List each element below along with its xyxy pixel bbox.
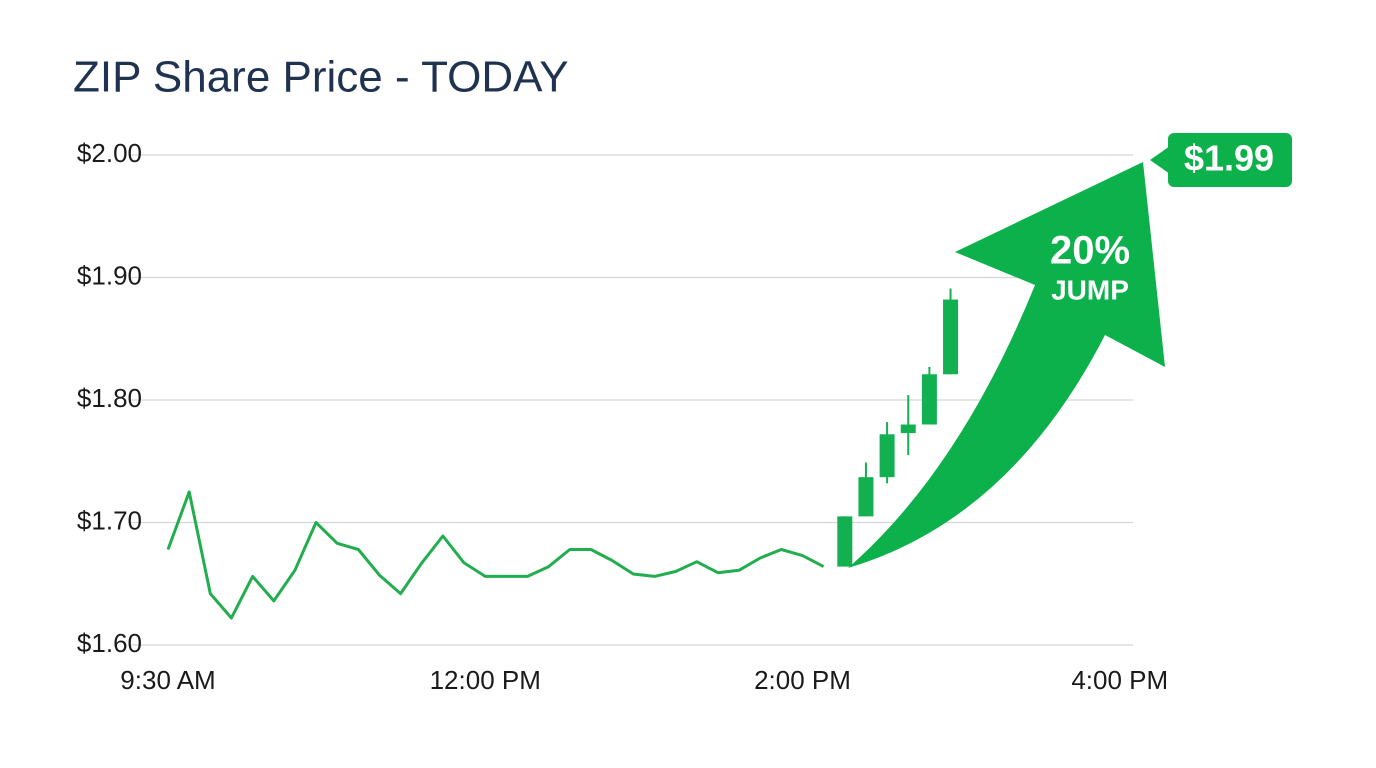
jump-percent: 20% bbox=[1050, 229, 1130, 273]
candle-body bbox=[900, 424, 916, 434]
price-callout: $1.99 bbox=[1184, 138, 1274, 179]
x-tick-label: 12:00 PM bbox=[430, 665, 541, 695]
y-tick-label: $1.80 bbox=[77, 383, 142, 413]
candle-body bbox=[858, 477, 874, 517]
grid bbox=[130, 154, 1133, 646]
x-tick-label: 9:30 AM bbox=[120, 665, 215, 695]
jump-arrow bbox=[848, 162, 1165, 568]
chart-title: ZIP Share Price - TODAY bbox=[73, 53, 569, 102]
y-tick-label: $2.00 bbox=[77, 138, 142, 168]
candle-body bbox=[837, 516, 853, 567]
x-tick-label: 4:00 PM bbox=[1071, 665, 1168, 695]
price-line bbox=[166, 490, 825, 620]
x-tick-label: 2:00 PM bbox=[754, 665, 851, 695]
candle-body bbox=[921, 374, 937, 425]
candle-body bbox=[943, 299, 959, 375]
y-tick-label: $1.60 bbox=[77, 628, 142, 658]
callout-box bbox=[1168, 133, 1292, 187]
candle-body bbox=[879, 434, 895, 478]
y-tick-label: $1.70 bbox=[77, 505, 142, 535]
marks bbox=[166, 288, 959, 620]
callout-pointer bbox=[1150, 146, 1170, 174]
jump-label: JUMP bbox=[1051, 274, 1129, 305]
y-tick-label: $1.90 bbox=[77, 260, 142, 290]
